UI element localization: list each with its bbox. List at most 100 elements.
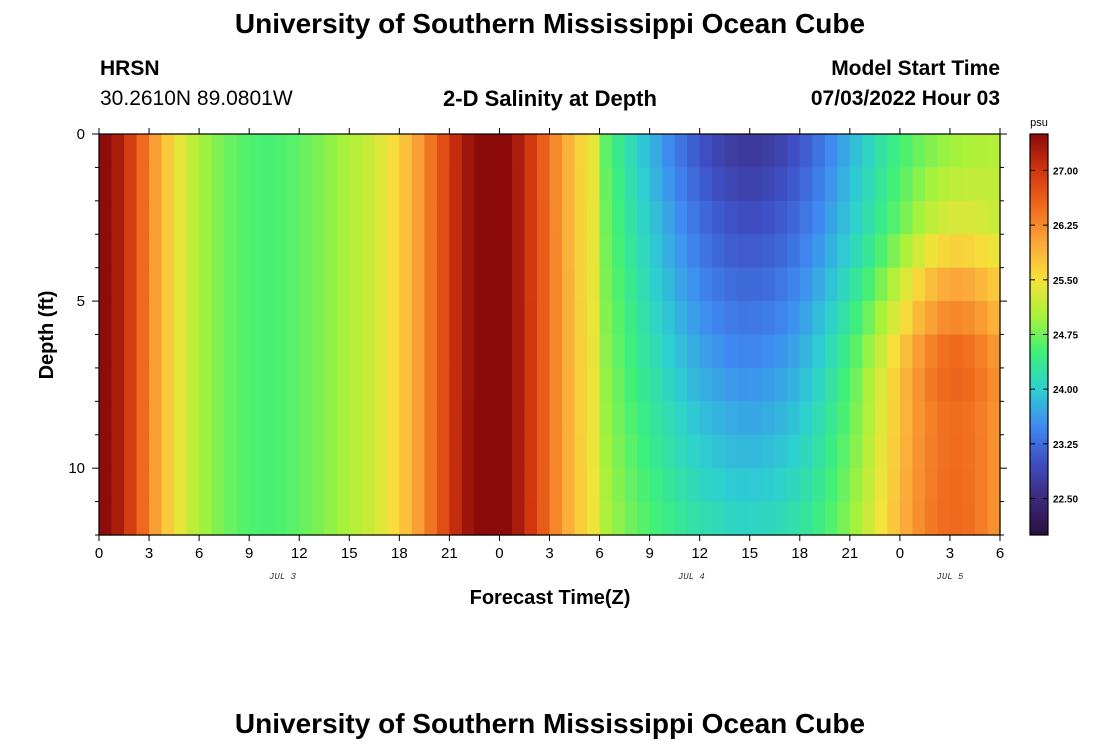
heatmap-cell <box>887 334 901 369</box>
heatmap-cell <box>424 334 438 369</box>
heatmap-cell <box>949 267 964 302</box>
heatmap-cell <box>562 501 576 536</box>
heatmap-cell <box>987 334 1001 369</box>
heatmap-cell <box>737 367 751 402</box>
heatmap-cell <box>511 267 526 302</box>
heatmap-cell <box>149 468 163 503</box>
chart-subtitle: 2-D Salinity at Depth <box>443 86 657 111</box>
heatmap-cell <box>699 468 713 503</box>
heatmap-cell <box>974 301 989 336</box>
model-start-value: 07/03/2022 Hour 03 <box>810 87 1000 110</box>
heatmap-cell <box>374 401 388 436</box>
heatmap-cell <box>424 267 438 302</box>
heatmap-cell <box>149 367 163 402</box>
heatmap-cell <box>724 367 738 402</box>
heatmap-cell <box>286 468 300 503</box>
heatmap-cell <box>887 468 901 503</box>
heatmap-cell <box>211 434 225 469</box>
heatmap-cell <box>599 434 613 469</box>
heatmap-cell <box>399 267 413 302</box>
heatmap-cell <box>637 200 651 235</box>
heatmap-cell <box>687 401 701 436</box>
heatmap-cell <box>511 134 526 169</box>
heatmap-cell <box>962 367 976 402</box>
heatmap-cell <box>674 501 688 536</box>
heatmap-cell <box>274 134 288 169</box>
heatmap-cell <box>862 501 876 536</box>
heatmap-cell <box>824 200 838 235</box>
heatmap-cell <box>261 134 275 169</box>
y-axis-title: Depth (ft) <box>36 291 58 380</box>
heatmap-cell <box>111 267 125 302</box>
heatmap-cell <box>699 367 713 402</box>
heatmap-cell <box>987 234 1001 269</box>
heatmap-cell <box>787 401 801 436</box>
heatmap-cell <box>111 334 125 369</box>
heatmap-cell <box>949 367 964 402</box>
heatmap-cell <box>461 267 476 302</box>
heatmap-cell <box>799 367 813 402</box>
heatmap-cell <box>974 234 989 269</box>
heatmap-cell <box>536 434 551 469</box>
heatmap-cell <box>749 167 763 202</box>
heatmap-cell <box>524 468 538 503</box>
heatmap-cell <box>549 167 563 202</box>
heatmap-cell <box>599 334 613 369</box>
x-tick-label: 12 <box>291 545 308 562</box>
heatmap-cell <box>974 267 989 302</box>
heatmap-cell <box>862 167 876 202</box>
heatmap-cell <box>199 234 213 269</box>
heatmap-cell <box>637 301 651 336</box>
heatmap-cell <box>299 234 313 269</box>
heatmap-cell <box>899 267 913 302</box>
x-tick-label: 18 <box>391 545 408 562</box>
heatmap-cell <box>324 434 338 469</box>
heatmap-cell <box>624 234 638 269</box>
heatmap-cell <box>474 200 488 235</box>
heatmap-cell <box>874 434 888 469</box>
heatmap-cell <box>224 200 238 235</box>
x-tick-label: 6 <box>595 545 603 562</box>
heatmap-cell <box>486 267 501 302</box>
heatmap-cell <box>662 301 676 336</box>
heatmap-cell <box>762 301 776 336</box>
y-tick-label: 5 <box>77 293 85 310</box>
heatmap-cell <box>662 334 676 369</box>
heatmap-cell <box>812 167 826 202</box>
heatmap-cell <box>737 501 751 536</box>
heatmap-cell <box>399 301 413 336</box>
heatmap-cell <box>787 234 801 269</box>
heatmap-cell <box>286 167 300 202</box>
heatmap-cell <box>612 167 626 202</box>
heatmap-cell <box>774 334 788 369</box>
heatmap-cell <box>411 200 425 235</box>
heatmap-cell <box>474 234 488 269</box>
heatmap-cell <box>499 334 513 369</box>
heatmap-cell <box>624 167 638 202</box>
heatmap-cell <box>436 200 450 235</box>
heatmap-cell <box>224 367 238 402</box>
heatmap-cell <box>549 367 563 402</box>
heatmap-cell <box>449 334 463 369</box>
heatmap-cell <box>311 301 325 336</box>
heatmap-cell <box>399 401 413 436</box>
heatmap-cell <box>874 167 888 202</box>
heatmap-cell <box>499 468 513 503</box>
heatmap-cell <box>386 334 400 369</box>
heatmap-cell <box>249 434 263 469</box>
heatmap-cell <box>536 334 551 369</box>
heatmap-cell <box>912 434 926 469</box>
heatmap-cell <box>974 134 989 169</box>
heatmap-cell <box>399 434 413 469</box>
heatmap-cell <box>562 401 576 436</box>
heatmap-cell <box>436 234 450 269</box>
heatmap-cell <box>511 501 526 536</box>
heatmap-cell <box>249 501 263 536</box>
heatmap-cell <box>436 401 450 436</box>
heatmap-cell <box>574 134 588 169</box>
heatmap-cell <box>124 167 138 202</box>
heatmap-cell <box>899 167 913 202</box>
heatmap-cell <box>186 267 200 302</box>
heatmap-cell <box>399 501 413 536</box>
heatmap-cell <box>749 334 763 369</box>
